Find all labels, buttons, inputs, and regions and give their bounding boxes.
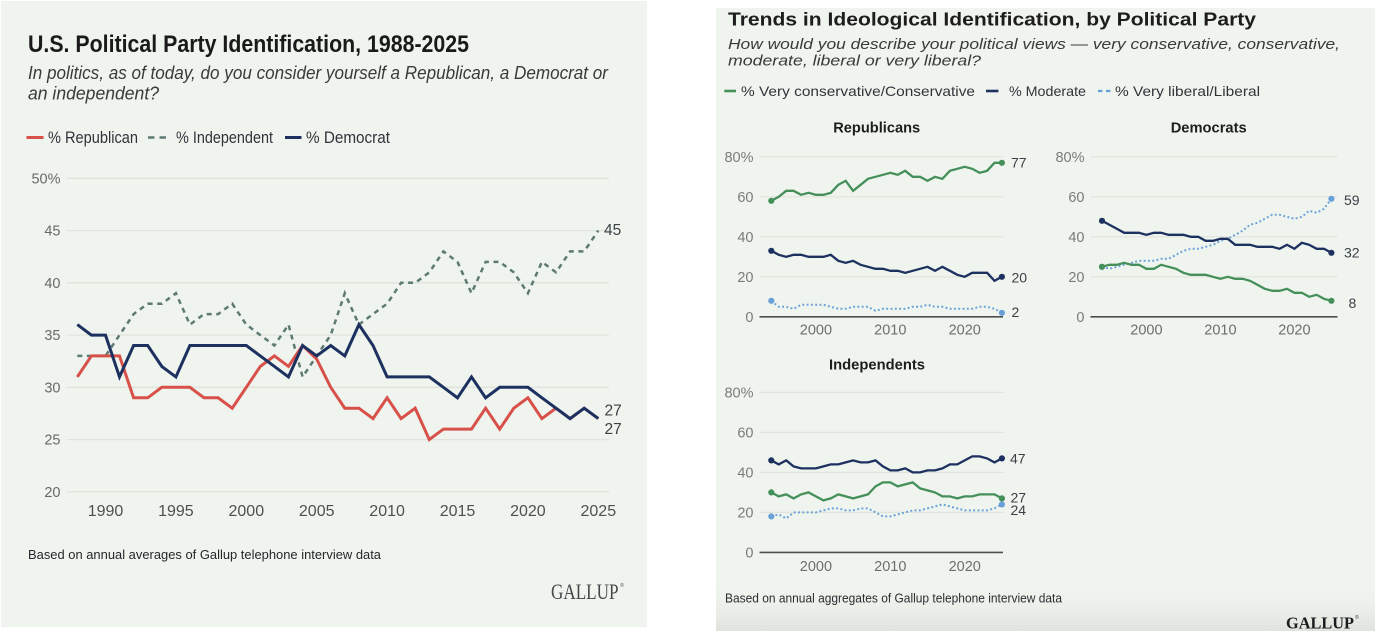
svg-text:47: 47 bbox=[1010, 451, 1026, 467]
svg-text:0: 0 bbox=[745, 545, 753, 561]
svg-text:2000: 2000 bbox=[800, 323, 832, 339]
svg-text:80%: 80% bbox=[724, 150, 753, 166]
svg-text:27: 27 bbox=[605, 421, 622, 438]
svg-text:2020: 2020 bbox=[510, 503, 546, 520]
svg-text:2010: 2010 bbox=[369, 503, 405, 520]
svg-text:60: 60 bbox=[737, 425, 753, 441]
svg-text:0: 0 bbox=[745, 310, 753, 326]
svg-text:% Republican: % Republican bbox=[48, 128, 138, 147]
svg-text:% Democrat: % Democrat bbox=[306, 128, 390, 147]
svg-text:27: 27 bbox=[1011, 490, 1027, 506]
svg-text:35: 35 bbox=[44, 328, 60, 344]
svg-text:GALLUP: GALLUP bbox=[1286, 614, 1354, 633]
svg-text:2000: 2000 bbox=[1130, 323, 1162, 339]
svg-text:2000: 2000 bbox=[800, 559, 832, 575]
svg-text:80%: 80% bbox=[724, 385, 753, 401]
svg-text:GALLUP: GALLUP bbox=[551, 579, 619, 604]
svg-text:40: 40 bbox=[737, 465, 753, 481]
svg-text:Democrats: Democrats bbox=[1171, 119, 1247, 136]
svg-text:2020: 2020 bbox=[949, 559, 981, 575]
svg-text:8: 8 bbox=[1349, 295, 1357, 311]
svg-text:Based on annual averages of Ga: Based on annual averages of Gallup telep… bbox=[28, 547, 382, 562]
svg-text:2010: 2010 bbox=[874, 323, 906, 339]
svg-text:Trends in Ideological Identifi: Trends in Ideological Identification, by… bbox=[728, 10, 1256, 30]
svg-text:32: 32 bbox=[1344, 245, 1360, 261]
svg-text:20: 20 bbox=[737, 505, 753, 521]
svg-text:1995: 1995 bbox=[158, 503, 194, 520]
svg-text:40: 40 bbox=[1068, 230, 1084, 246]
svg-text:30: 30 bbox=[44, 380, 60, 396]
svg-text:25: 25 bbox=[44, 433, 60, 449]
svg-text:20: 20 bbox=[44, 485, 60, 501]
svg-text:2020: 2020 bbox=[949, 323, 981, 339]
svg-text:45: 45 bbox=[44, 224, 60, 240]
svg-text:Republicans: Republicans bbox=[833, 119, 920, 136]
svg-text:1990: 1990 bbox=[88, 503, 124, 520]
svg-text:20: 20 bbox=[1068, 270, 1084, 286]
svg-text:40: 40 bbox=[44, 276, 60, 292]
svg-text:60: 60 bbox=[1068, 190, 1084, 206]
svg-text:an independent?: an independent? bbox=[28, 84, 159, 104]
svg-text:2: 2 bbox=[1012, 304, 1020, 320]
svg-text:20: 20 bbox=[1012, 270, 1028, 286]
svg-text:moderate, liberal or very libe: moderate, liberal or very liberal? bbox=[728, 53, 982, 70]
svg-text:®: ® bbox=[620, 582, 624, 589]
svg-text:2000: 2000 bbox=[229, 503, 265, 520]
svg-text:60: 60 bbox=[737, 190, 753, 206]
svg-text:2010: 2010 bbox=[874, 559, 906, 575]
svg-text:2025: 2025 bbox=[581, 503, 617, 520]
svg-text:59: 59 bbox=[1344, 192, 1360, 208]
svg-text:2010: 2010 bbox=[1204, 323, 1236, 339]
svg-text:27: 27 bbox=[605, 403, 622, 420]
svg-text:50%: 50% bbox=[31, 171, 60, 187]
svg-text:Independents: Independents bbox=[829, 357, 925, 374]
svg-text:80%: 80% bbox=[1055, 150, 1084, 166]
svg-text:% Moderate: % Moderate bbox=[1009, 83, 1086, 99]
svg-text:2015: 2015 bbox=[440, 503, 476, 520]
svg-text:24: 24 bbox=[1011, 502, 1027, 518]
svg-text:In politics, as of today, do y: In politics, as of today, do you conside… bbox=[28, 63, 609, 83]
svg-text:40: 40 bbox=[737, 230, 753, 246]
svg-text:% Independent: % Independent bbox=[176, 128, 273, 147]
svg-text:Based on annual aggregates of: Based on annual aggregates of Gallup tel… bbox=[725, 592, 1062, 606]
svg-text:% Very conservative/Conservati: % Very conservative/Conservative bbox=[741, 83, 975, 99]
svg-text:0: 0 bbox=[1076, 310, 1084, 326]
svg-text:2005: 2005 bbox=[299, 503, 335, 520]
svg-text:77: 77 bbox=[1011, 155, 1027, 171]
svg-text:U.S. Political Party Identific: U.S. Political Party Identification, 198… bbox=[28, 31, 469, 58]
svg-text:®: ® bbox=[1355, 614, 1359, 621]
svg-text:20: 20 bbox=[737, 270, 753, 286]
svg-text:2020: 2020 bbox=[1278, 323, 1310, 339]
svg-text:% Very liberal/Liberal: % Very liberal/Liberal bbox=[1115, 83, 1260, 99]
svg-text:45: 45 bbox=[604, 222, 621, 239]
svg-text:How would you describe your po: How would you describe your political vi… bbox=[728, 36, 1340, 53]
